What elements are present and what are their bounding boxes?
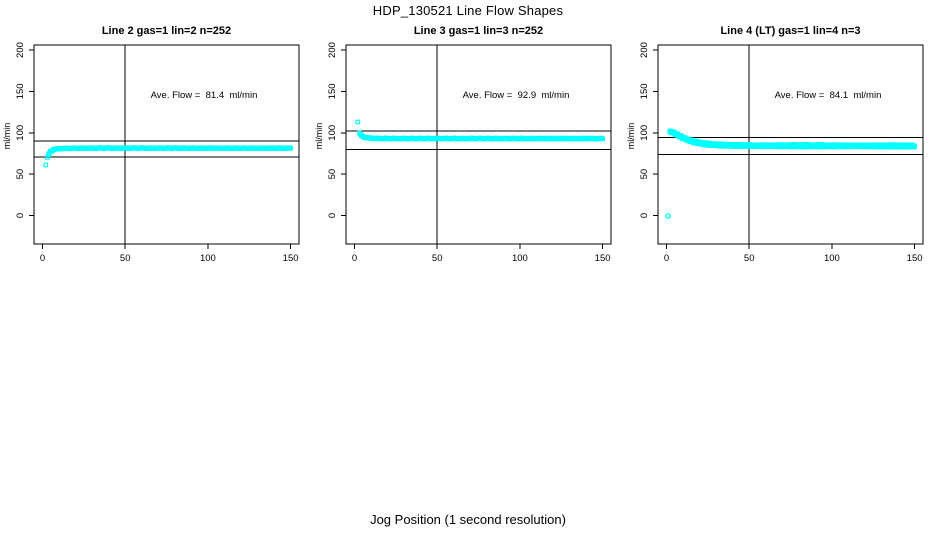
y-tick-label: 50 [327, 169, 338, 180]
outlier-points [43, 162, 49, 168]
figure-title: HDP_130521 Line Flow Shapes [372, 3, 564, 18]
x-tick-label: 50 [120, 253, 131, 264]
y-tick-label: 200 [639, 42, 650, 58]
x-tick-label: 50 [744, 253, 755, 264]
y-tick-label: 150 [15, 83, 26, 99]
x-tick-label: 0 [664, 253, 669, 264]
x-tick-label: 100 [824, 253, 840, 264]
outlier-points [355, 119, 361, 125]
y-axis-label: ml/min [626, 122, 636, 150]
y-tick-label: 150 [327, 83, 338, 99]
x-tick-label: 150 [283, 253, 299, 264]
ave-flow-annotation: Ave. Flow = 84.1 ml/min [774, 90, 882, 101]
points-layer [357, 130, 605, 142]
y-tick-label: 100 [15, 125, 26, 141]
y-axis-label: ml/min [314, 122, 324, 150]
subplot-line-3: 0 50 100 150 0 50 100 150 200 Line 3 gas=1 lin=3… [312, 20, 624, 270]
x-tick-label: 50 [432, 253, 443, 264]
y-tick-label: 0 [327, 213, 338, 218]
subplot-line-2: 0 50 100 150 0 50 100 150 200 Line 2 gas=1 lin=2… [0, 20, 312, 270]
points-layer [667, 128, 917, 150]
x-axis-caption: Jog Position (1 second resolution) [370, 512, 566, 527]
x-tick-label: 0 [40, 253, 45, 264]
y-tick-label: 200 [327, 42, 338, 58]
y-tick-label: 150 [639, 83, 650, 99]
x-tick-label: 0 [352, 253, 357, 264]
subplot-line-4: 0 50 100 150 0 50 100 150 200 Line 4 (LT) gas=1 … [624, 20, 936, 270]
x-tick-label: 100 [512, 253, 528, 264]
y-tick-label: 0 [639, 213, 650, 218]
x-tick-label: 150 [907, 253, 923, 264]
subplot-title: Line 4 (LT) gas=1 lin=4 n=3 [720, 25, 861, 37]
plot-canvas-line-4: 0 50 100 150 0 50 100 150 200 [639, 42, 924, 264]
ave-flow-annotation: Ave. Flow = 92.9 ml/min [462, 90, 570, 101]
points-layer [45, 145, 293, 160]
x-tick-label: 150 [595, 253, 611, 264]
outlier-points [665, 213, 672, 219]
plot-frame [657, 44, 924, 245]
y-axis-label: ml/min [2, 122, 12, 150]
plot-frame [345, 44, 612, 245]
x-tick-label: 100 [200, 253, 216, 264]
y-tick-label: 100 [327, 125, 338, 141]
y-tick-label: 100 [639, 125, 650, 141]
plot-canvas-line-2: 0 50 100 150 0 50 100 150 200 [15, 42, 300, 264]
y-tick-label: 50 [15, 169, 26, 180]
y-tick-label: 50 [639, 169, 650, 180]
ave-flow-annotation: Ave. Flow = 81.4 ml/min [150, 90, 258, 101]
subplot-title: Line 2 gas=1 lin=2 n=252 [101, 25, 232, 37]
y-tick-label: 0 [15, 213, 26, 218]
plot-frame [33, 44, 300, 245]
plot-canvas-line-3: 0 50 100 150 0 50 100 150 200 [327, 42, 612, 264]
y-tick-label: 200 [15, 42, 26, 58]
subplot-title: Line 3 gas=1 lin=3 n=252 [413, 25, 544, 37]
